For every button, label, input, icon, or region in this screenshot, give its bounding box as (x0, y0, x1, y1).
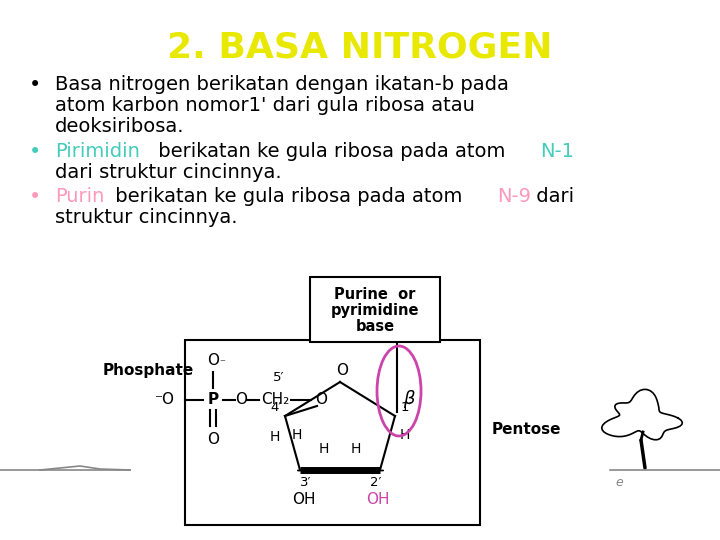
Text: P: P (207, 393, 219, 408)
Text: ⁻: ⁻ (219, 358, 225, 368)
Text: Purin: Purin (55, 187, 104, 206)
Bar (310, 277, 440, 342)
Text: O: O (336, 363, 348, 378)
Text: base: base (356, 319, 395, 334)
Text: H: H (292, 428, 302, 442)
Text: 2. BASA NITROGEN: 2. BASA NITROGEN (167, 30, 553, 64)
Text: struktur cincinnya.: struktur cincinnya. (55, 208, 238, 227)
Bar (185, 340, 480, 525)
Text: 1′: 1′ (401, 401, 413, 414)
Text: O: O (207, 432, 219, 447)
Text: O: O (235, 393, 247, 408)
Text: 3′: 3′ (300, 476, 312, 489)
Text: e: e (615, 476, 623, 489)
Text: N-1: N-1 (541, 142, 575, 161)
Text: ⁻O: ⁻O (155, 393, 175, 408)
Text: OH: OH (366, 492, 390, 507)
Text: pyrimidine: pyrimidine (330, 303, 419, 318)
Text: Phosphate: Phosphate (102, 362, 194, 377)
Text: O: O (315, 393, 327, 408)
Text: deoksiribosa.: deoksiribosa. (55, 117, 184, 136)
Text: atom karbon nomor1' dari gula ribosa atau: atom karbon nomor1' dari gula ribosa ata… (55, 96, 475, 115)
Text: •: • (29, 187, 41, 207)
Text: CH₂: CH₂ (261, 393, 289, 408)
Text: Purine  or: Purine or (334, 287, 415, 302)
Text: $\beta$: $\beta$ (402, 388, 415, 410)
Text: •: • (29, 142, 41, 162)
Text: berikatan ke gula ribosa pada atom: berikatan ke gula ribosa pada atom (109, 187, 469, 206)
Text: H: H (400, 428, 410, 442)
Text: Pentose: Pentose (492, 422, 562, 437)
Text: 2′: 2′ (370, 476, 382, 489)
Text: berikatan ke gula ribosa pada atom: berikatan ke gula ribosa pada atom (152, 142, 512, 161)
Text: N-9: N-9 (498, 187, 531, 206)
Text: 5′: 5′ (274, 371, 284, 384)
Text: dari: dari (530, 187, 574, 206)
Text: OH: OH (292, 492, 316, 507)
Text: H: H (319, 442, 329, 456)
Text: H: H (270, 430, 280, 444)
Text: O: O (207, 353, 219, 368)
Text: dari struktur cincinnya.: dari struktur cincinnya. (55, 163, 282, 182)
Text: •: • (29, 75, 41, 95)
Text: Basa nitrogen berikatan dengan ikatan-b pada: Basa nitrogen berikatan dengan ikatan-b … (55, 75, 509, 94)
Text: 4′: 4′ (271, 401, 282, 414)
Text: Pirimidin: Pirimidin (55, 142, 140, 161)
Text: H: H (351, 442, 361, 456)
